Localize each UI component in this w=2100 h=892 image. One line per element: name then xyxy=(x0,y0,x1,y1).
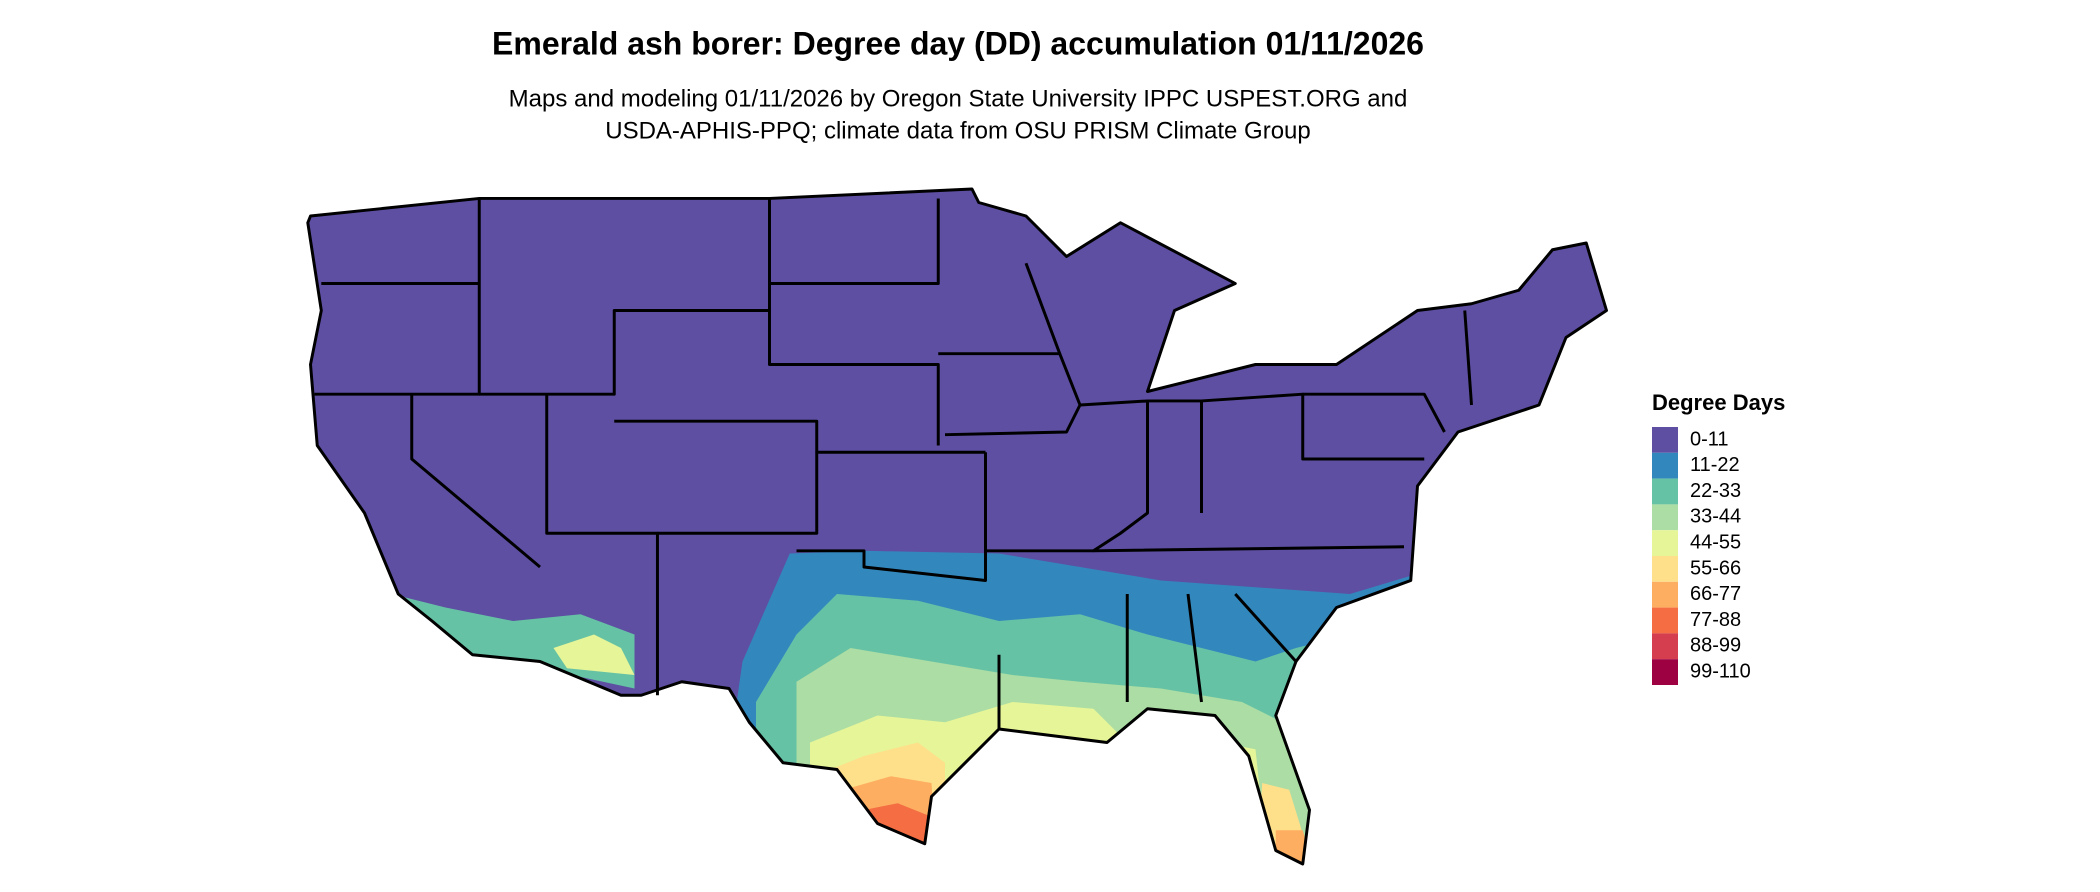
legend-label: 0-11 xyxy=(1690,428,1729,450)
legend-label: 99-110 xyxy=(1690,660,1751,682)
legend-label: 66-77 xyxy=(1690,583,1741,605)
title: Emerald ash borer: Degree day (DD) accum… xyxy=(492,25,1424,61)
legend-label: 77-88 xyxy=(1690,609,1741,631)
legend-swatch xyxy=(1652,607,1678,634)
region-fill xyxy=(553,634,635,675)
legend-swatch xyxy=(1652,633,1678,660)
subtitle: USDA-APHIS-PPQ; climate data from OSU PR… xyxy=(605,117,1311,144)
legend-label: 33-44 xyxy=(1690,506,1741,528)
map xyxy=(306,187,1608,866)
legend-swatch xyxy=(1652,581,1678,608)
legend-swatch xyxy=(1652,556,1678,582)
legend-label: 22-33 xyxy=(1690,480,1741,502)
legend-swatch xyxy=(1652,427,1678,453)
state-borders xyxy=(314,198,1473,730)
legend: 0-11 11-22 22-33 33-44 44-55 55-66 66-77 77-88 8… xyxy=(1652,427,1751,685)
legend-swatch xyxy=(1652,659,1678,685)
legend-label: 88-99 xyxy=(1690,635,1741,657)
legend-label: 44-55 xyxy=(1690,531,1741,553)
region-fill xyxy=(864,803,932,865)
legend-label: 55-66 xyxy=(1690,557,1741,579)
legend-swatch xyxy=(1652,452,1678,479)
legend-label: 11-22 xyxy=(1690,454,1740,476)
legend-swatch xyxy=(1652,478,1678,505)
subtitle: Maps and modeling 01/11/2026 by Oregon S… xyxy=(509,85,1408,112)
country-border xyxy=(306,187,1608,866)
legend-swatch xyxy=(1652,504,1678,531)
legend-swatch xyxy=(1652,530,1678,556)
legend-title: Degree Days xyxy=(1652,390,1785,415)
